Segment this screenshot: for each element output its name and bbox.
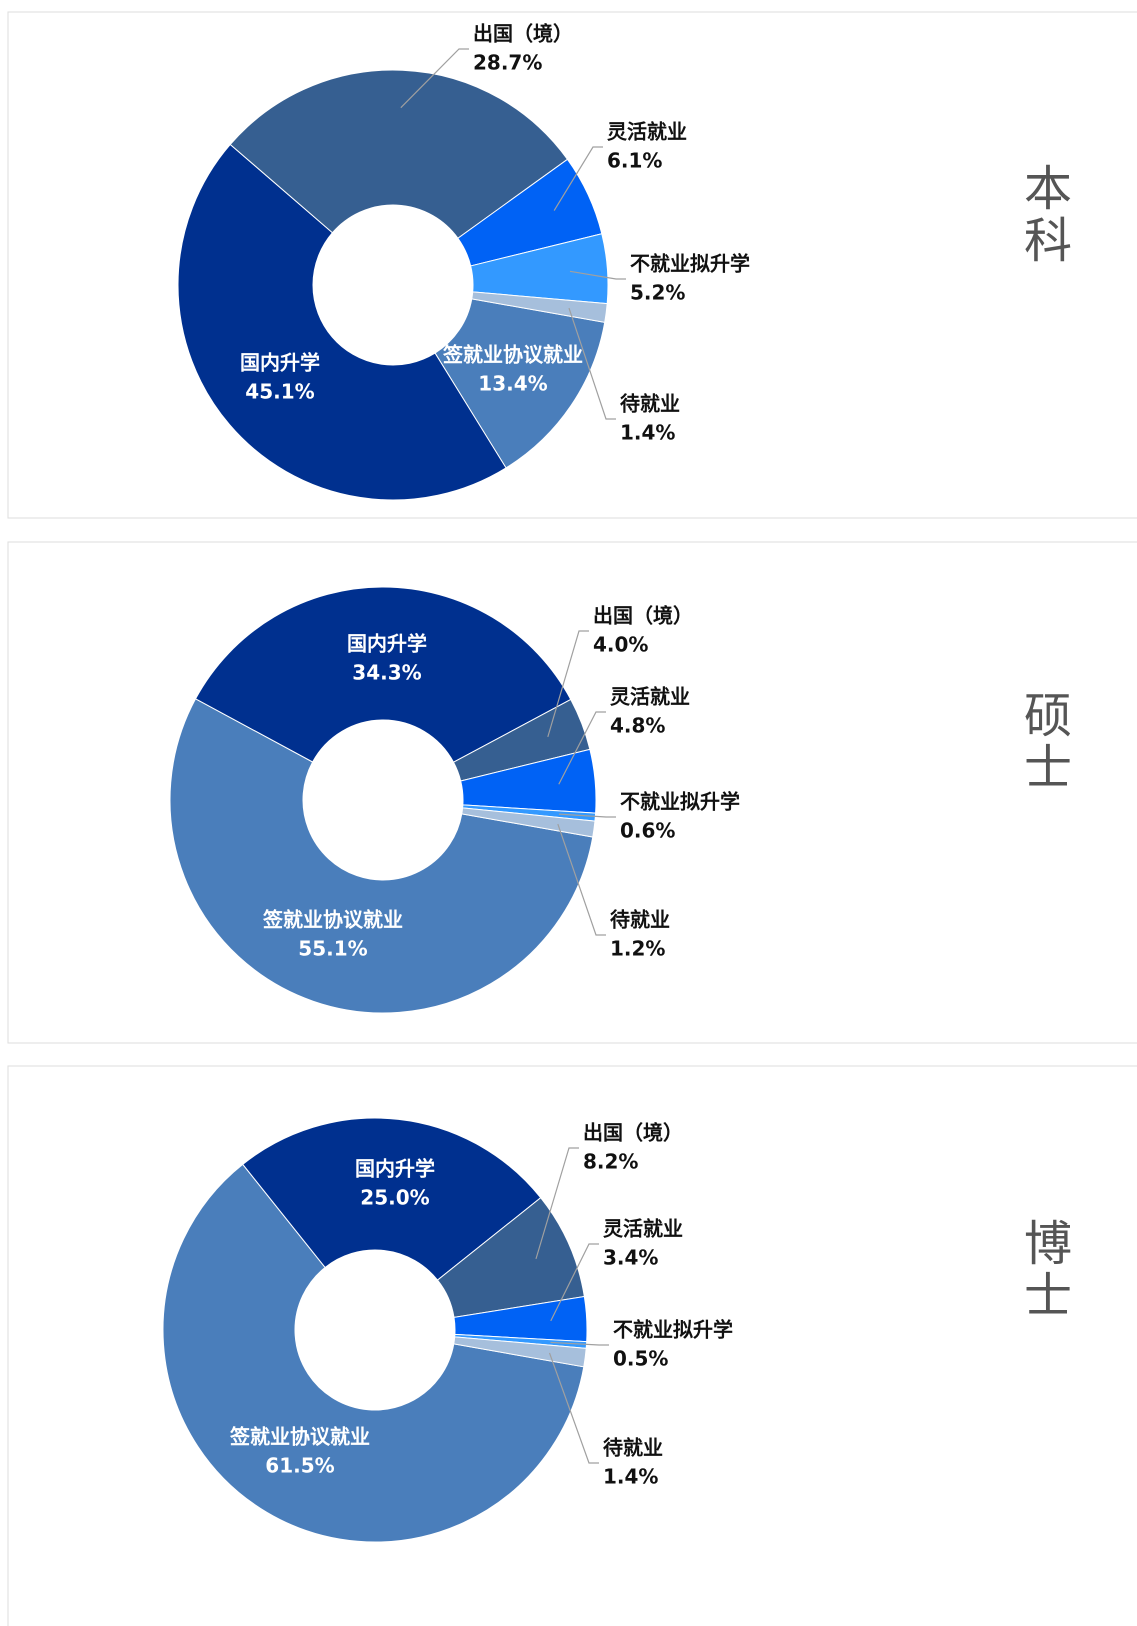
label-value: 4.8%: [610, 714, 665, 738]
label-name: 不就业拟升学: [620, 790, 740, 814]
label-value: 5.2%: [630, 281, 685, 305]
leader-line: [557, 823, 606, 936]
label-value: 45.1%: [245, 380, 314, 404]
panel: [7, 11, 1137, 519]
leader-line: [550, 1243, 599, 1322]
chart-title: 本科: [1015, 163, 1071, 267]
leader-line: [569, 270, 626, 280]
label-name: 出国（境）: [593, 604, 693, 628]
label-value: 3.4%: [603, 1246, 658, 1270]
label-value: 1.2%: [610, 937, 665, 961]
panel: [7, 1065, 1137, 1626]
label-name: 国内升学: [355, 1157, 435, 1181]
label-value: 0.6%: [620, 819, 675, 843]
slice: [162, 1163, 585, 1543]
label-name: 签就业协议就业: [442, 343, 583, 367]
label-name: 国内升学: [240, 351, 320, 375]
slice: [471, 291, 608, 323]
slice: [169, 698, 594, 1014]
label-value: 1.4%: [620, 421, 675, 445]
leader-line: [553, 146, 603, 211]
label-value: 28.7%: [473, 51, 542, 75]
label-name: 签就业协议就业: [262, 908, 403, 932]
label-name: 待就业: [603, 1436, 663, 1460]
chart-title: 硕士: [1015, 690, 1071, 794]
slice: [177, 143, 507, 501]
slice: [194, 586, 572, 763]
slice: [461, 807, 596, 838]
label-name: 签就业协议就业: [229, 1425, 370, 1449]
label-name: 出国（境）: [473, 22, 573, 46]
label-name: 国内升学: [347, 632, 427, 656]
slice: [242, 1117, 542, 1281]
label-value: 6.1%: [607, 149, 662, 173]
label-name: 灵活就业: [607, 120, 687, 144]
label-value: 61.5%: [265, 1454, 334, 1478]
label-value: 8.2%: [583, 1150, 638, 1174]
leader-line: [558, 711, 606, 785]
label-value: 4.0%: [593, 633, 648, 657]
label-name: 灵活就业: [610, 685, 690, 709]
label-value: 25.0%: [360, 1186, 429, 1210]
label-name: 待就业: [620, 392, 680, 416]
label-value: 0.5%: [613, 1347, 668, 1371]
leader-line: [400, 48, 469, 109]
label-name: 不就业拟升学: [630, 252, 750, 276]
leader-line: [558, 813, 616, 818]
leader-line: [568, 307, 616, 420]
label-name: 不就业拟升学: [613, 1318, 733, 1342]
leader-line: [550, 1341, 609, 1346]
leader-line: [548, 1352, 599, 1464]
label-value: 55.1%: [298, 937, 367, 961]
label-value: 13.4%: [478, 372, 547, 396]
label-value: 1.4%: [603, 1465, 658, 1489]
slice: [229, 69, 569, 239]
label-name: 待就业: [610, 908, 670, 932]
label-value: 34.3%: [352, 661, 421, 685]
label-name: 灵活就业: [603, 1217, 683, 1241]
panel: [7, 541, 1137, 1044]
label-name: 出国（境）: [583, 1121, 683, 1145]
chart-title: 博士: [1015, 1218, 1071, 1322]
leader-line: [535, 1147, 579, 1260]
slice: [453, 1336, 587, 1368]
leader-line: [547, 630, 589, 738]
